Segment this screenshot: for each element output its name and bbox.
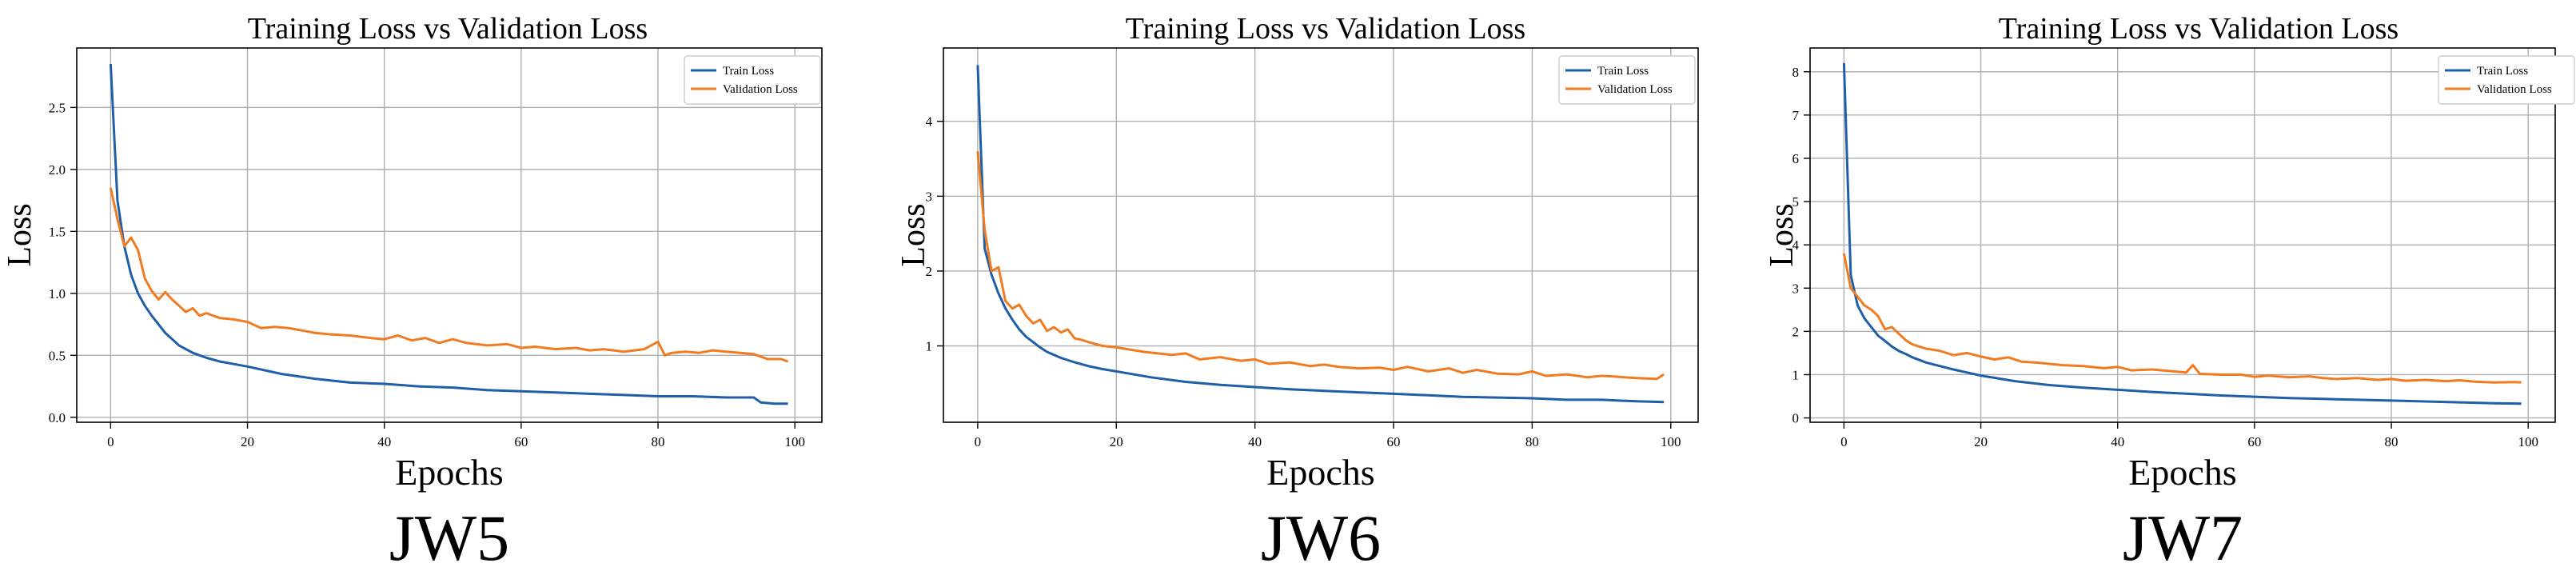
x-tick-label: 80 [652, 434, 665, 449]
panel-caption: JW6 [1261, 501, 1381, 574]
x-tick-label: 0 [975, 434, 982, 449]
legend-box [684, 55, 821, 105]
x-tick-label: 40 [377, 434, 391, 449]
y-tick-label: 4 [1792, 238, 1800, 253]
x-axis-label: Epochs [2128, 452, 2236, 493]
y-tick-label: 0.0 [49, 410, 66, 425]
chart-panel-3: 0 20 40 60 80 100 0 1 2 3 4 5 6 7 8 Training Loss vs Va… [1764, 12, 2575, 574]
y-tick-label: 0 [1792, 411, 1800, 426]
plot-frame [76, 47, 823, 423]
y-tick-label: 2 [926, 264, 933, 279]
legend-label: Validation Loss [723, 83, 798, 96]
x-tick-label: 20 [1110, 434, 1123, 449]
y-tick-label: 1 [926, 339, 933, 354]
series-line-train-loss [1842, 62, 2522, 405]
y-tick-label: 5 [1792, 194, 1800, 210]
y-tick-label: 7 [1792, 108, 1800, 123]
y-axis-label: Loss [1764, 203, 1800, 266]
y-tick-label: 1 [1792, 367, 1800, 382]
plot-frame [1809, 47, 2556, 423]
y-tick-label: 4 [926, 114, 933, 130]
series-line-train-loss [109, 64, 788, 405]
x-tick-label: 80 [2385, 434, 2399, 449]
series-line-validation-loss [1842, 253, 2522, 384]
y-tick-label: 0.5 [49, 348, 66, 363]
y-tick-label: 8 [1792, 65, 1800, 80]
y-tick-label: 3 [926, 189, 933, 204]
legend: Train Loss Validation Loss [684, 55, 821, 105]
x-tick-label: 60 [2247, 434, 2261, 449]
legend-label: Train Loss [1597, 65, 1649, 78]
y-tick-label: 3 [1792, 281, 1800, 296]
series-line-train-loss [976, 65, 1665, 404]
series-line-validation-loss [109, 187, 789, 363]
legend-box [1558, 55, 1696, 105]
y-axis-label: Loss [895, 203, 932, 266]
x-tick-label: 40 [2111, 434, 2124, 449]
x-tick-label: 80 [1525, 434, 1539, 449]
y-tick-label: 2 [1792, 324, 1800, 339]
x-tick-label: 60 [1387, 434, 1401, 449]
chart-title: Training Loss vs Validation Loss [248, 12, 648, 46]
x-axis-label: Epochs [395, 452, 503, 493]
y-tick-label: 1.0 [49, 286, 66, 301]
legend-label: Validation Loss [1597, 83, 1673, 96]
legend: Train Loss Validation Loss [2438, 55, 2575, 105]
chart-title: Training Loss vs Validation Loss [1126, 12, 1525, 46]
panel-caption: JW5 [389, 501, 509, 574]
x-axis-label: Epochs [1266, 452, 1374, 493]
x-tick-label: 100 [784, 434, 805, 449]
x-tick-label: 100 [1661, 434, 1681, 449]
x-tick-label: 40 [1248, 434, 1262, 449]
x-tick-label: 60 [514, 434, 528, 449]
legend-label: Train Loss [2477, 65, 2528, 78]
x-tick-label: 0 [1840, 434, 1848, 449]
chart-panel-2: 0 20 40 60 80 100 1 2 3 4 Training Loss vs Validat… [895, 12, 1699, 574]
chart-title: Training Loss vs Validation Loss [1999, 12, 2399, 46]
legend: Train Loss Validation Loss [1558, 55, 1696, 105]
y-tick-label: 6 [1792, 151, 1800, 166]
x-tick-label: 0 [107, 434, 114, 449]
legend-box [2438, 55, 2575, 105]
y-axis-label: Loss [2, 203, 38, 266]
chart-panel-1: 0 20 40 60 80 100 0.0 0.5 1.0 1.5 2.0 2.5 Training L… [2, 12, 823, 574]
plot-frame [943, 47, 1699, 423]
series-line-validation-loss [976, 151, 1665, 381]
x-tick-label: 20 [1974, 434, 1988, 449]
legend-label: Train Loss [723, 65, 774, 78]
y-tick-label: 2.5 [49, 100, 66, 115]
x-tick-label: 20 [241, 434, 254, 449]
y-tick-label: 1.5 [49, 224, 66, 239]
panel-caption: JW7 [2123, 501, 2243, 574]
legend-label: Validation Loss [2477, 83, 2552, 96]
y-tick-label: 2.0 [49, 162, 66, 178]
x-tick-label: 100 [2518, 434, 2538, 449]
